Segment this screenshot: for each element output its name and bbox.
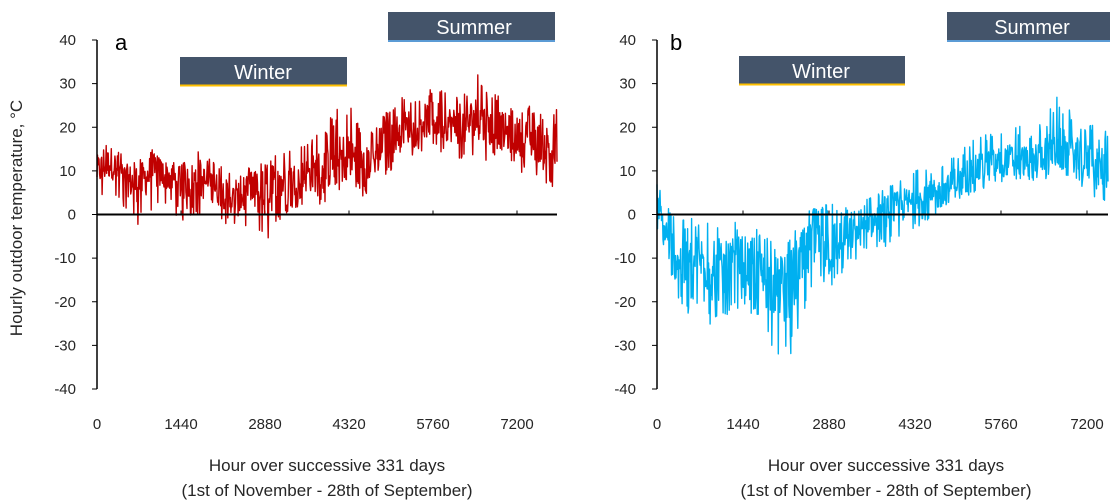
- panel-a-x-tick-label: 1440: [164, 416, 197, 433]
- panel-a-series: [96, 74, 558, 239]
- panel-b-y-tick-label: -30: [614, 337, 636, 354]
- panel-b-y-tick-label: -40: [614, 381, 636, 398]
- panel-b-y-tick-label: 10: [619, 163, 636, 180]
- panel-a-winter-label: Winter: [234, 62, 292, 84]
- y-axis-title: Hourly outdoor temperature, °C: [7, 100, 26, 336]
- panel-b-label: b: [670, 30, 682, 55]
- panel-a-winter-box: [180, 57, 347, 85]
- panel-a-y-tick-label: 0: [68, 207, 76, 224]
- panel-a-x-tick-label: 2880: [248, 416, 281, 433]
- panel-a-x-tick-label: 7200: [500, 416, 533, 433]
- panel-a-x-axis-title-line2: (1st of November - 28th of September): [181, 481, 472, 500]
- panel-a-x-ticks: 0 1440 2880 4320 5760 7200: [93, 210, 534, 433]
- panel-b-y-tick-label: 40: [619, 32, 636, 49]
- panel-a-y-ticks: 40 30 20 10 0 -10 -20 -30 -40: [54, 32, 97, 398]
- panel-b-summer-label: Summer: [994, 17, 1070, 39]
- panel-b-y-ticks: 40 30 20 10 0 -10 -20 -30 -40: [614, 32, 657, 398]
- panel-a-x-tick-label: 0: [93, 416, 101, 433]
- panel-b-x-tick-label: 1440: [726, 416, 759, 433]
- panel-a-axes: [96, 40, 557, 389]
- panel-a-summer-label: Summer: [436, 17, 512, 39]
- panel-a-summer-box: [388, 12, 555, 41]
- panel-a-x-tick-label: 4320: [332, 416, 365, 433]
- panel-a-label: a: [115, 30, 128, 55]
- panel-b-temperature-chart: b 40 30 20 10 0 -10 -20 -30 -40 0 1440 2880 4320 576…: [614, 12, 1110, 500]
- panel-b-x-axis-title-line1: Hour over successive 331 days: [768, 456, 1004, 475]
- panel-b-series: [656, 96, 1109, 355]
- panel-a-y-tick-label: 10: [59, 163, 76, 180]
- panel-b-winter-label: Winter: [792, 61, 850, 83]
- panel-b-x-axis-title-line2: (1st of November - 28th of September): [740, 481, 1031, 500]
- panel-b-y-tick-label: -10: [614, 250, 636, 267]
- panel-b-y-tick-label: 30: [619, 76, 636, 93]
- panel-a-temperature-chart: a 40 30 20 10 0 -10 -20 -30 -40 0 1440 2880 4320 576…: [54, 12, 558, 500]
- panel-a-y-tick-label: -20: [54, 294, 76, 311]
- panel-b-axes: [656, 40, 1108, 389]
- panel-b-series-line: [656, 96, 1109, 355]
- panel-a-y-tick-label: 30: [59, 76, 76, 93]
- panel-b-x-tick-label: 7200: [1070, 416, 1103, 433]
- panel-b-winter-annotation: Winter: [739, 56, 905, 86]
- panel-b-x-tick-label: 2880: [812, 416, 845, 433]
- panel-b-summer-annotation: Summer: [947, 12, 1110, 42]
- panel-a-summer-annotation: Summer: [388, 12, 555, 42]
- panel-b-y-tick-label: 20: [619, 119, 636, 136]
- panel-a-y-tick-label: -40: [54, 381, 76, 398]
- panel-a-x-tick-label: 5760: [416, 416, 449, 433]
- panel-a-series-line: [96, 74, 558, 239]
- panel-b-x-ticks: 0 1440 2880 4320 5760 7200: [653, 210, 1104, 433]
- panel-a-y-tick-label: -10: [54, 250, 76, 267]
- panel-b-y-tick-label: -20: [614, 294, 636, 311]
- panel-a-y-tick-label: 20: [59, 119, 76, 136]
- panel-b-x-tick-label: 4320: [898, 416, 931, 433]
- panel-b-y-tick-label: 0: [628, 207, 636, 224]
- panel-a-y-tick-label: -30: [54, 337, 76, 354]
- panel-b-x-tick-label: 0: [653, 416, 661, 433]
- panel-a-winter-annotation: Winter: [180, 57, 347, 87]
- panel-a-x-axis-title-line1: Hour over successive 331 days: [209, 456, 445, 475]
- panel-b-winter-box: [739, 56, 905, 84]
- panel-a-y-tick-label: 40: [59, 32, 76, 49]
- panel-b-summer-box: [947, 12, 1110, 41]
- panel-b-x-tick-label: 5760: [984, 416, 1017, 433]
